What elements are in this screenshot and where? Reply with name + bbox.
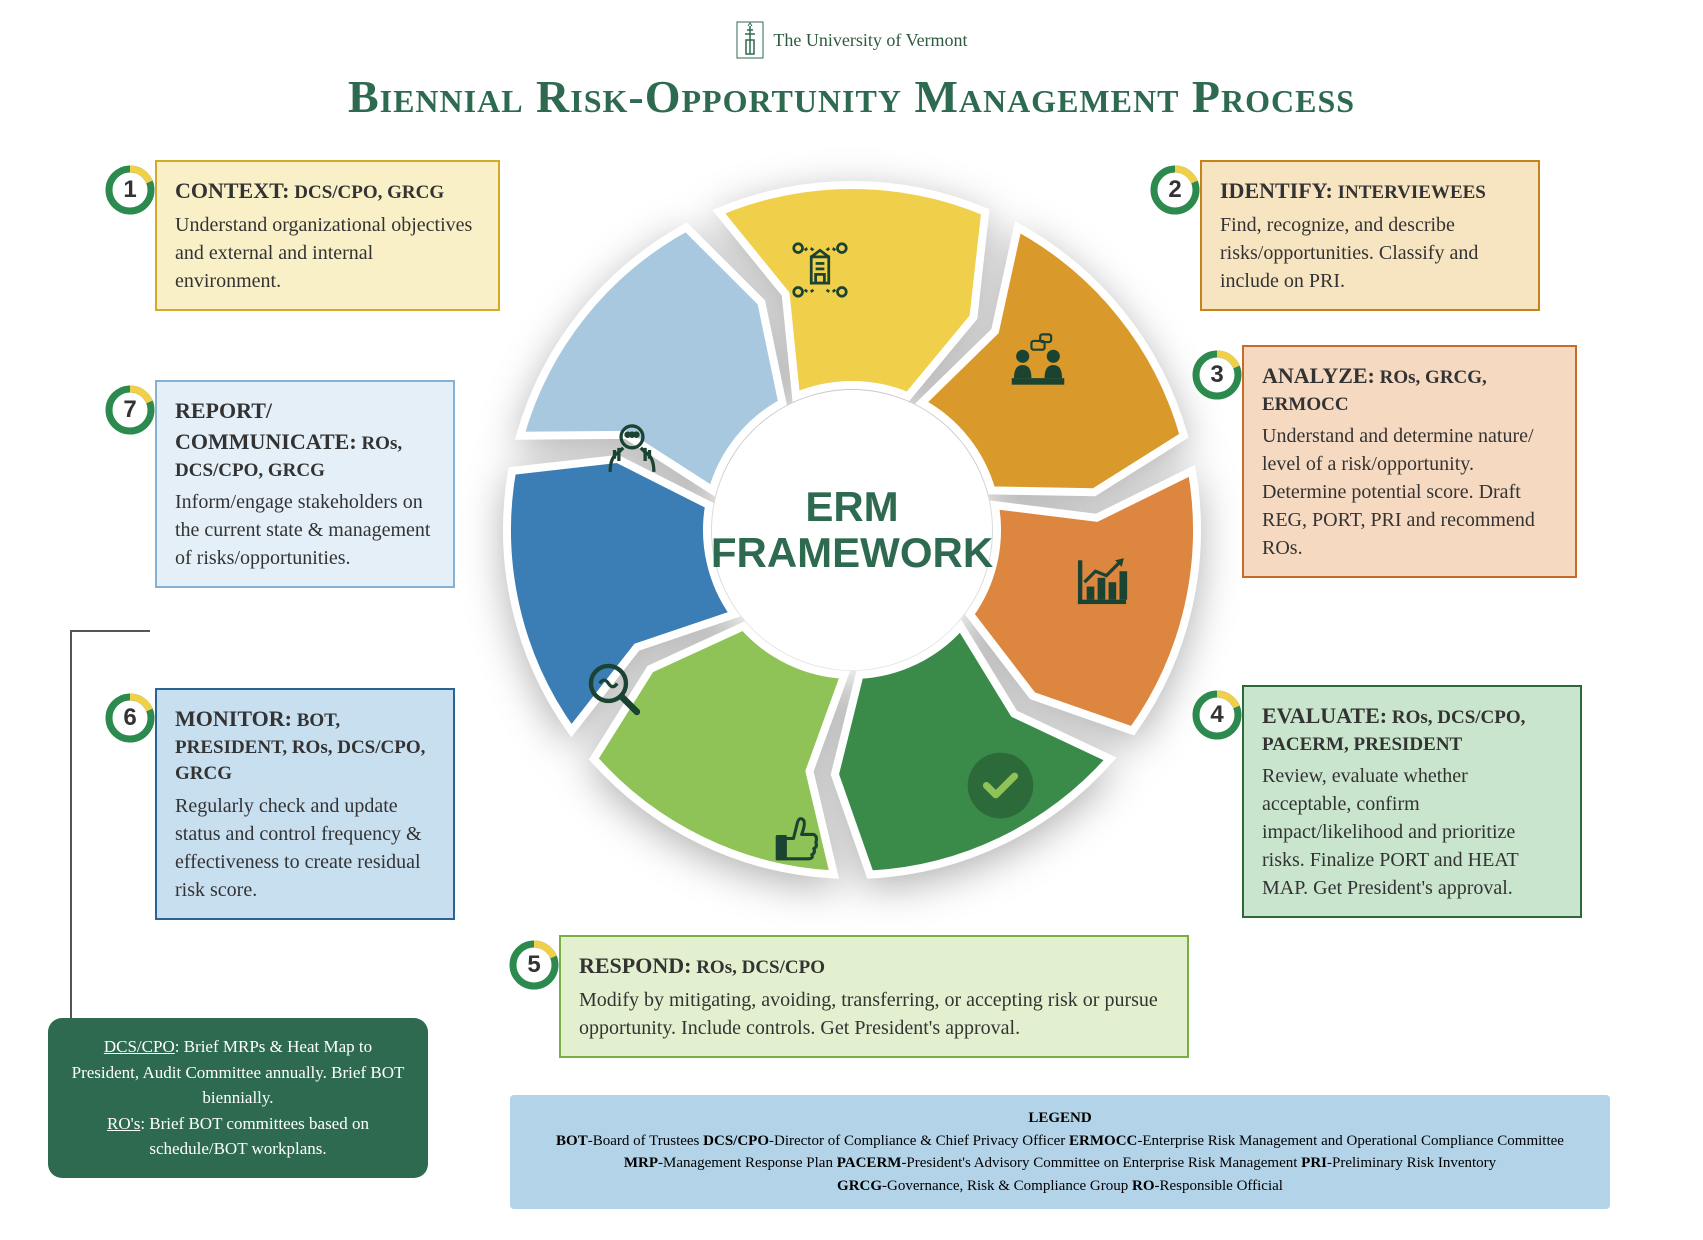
university-name: The University of Vermont [773, 30, 967, 51]
magnify-icon [575, 650, 655, 730]
box-title: RESPOND: [579, 953, 691, 978]
note-box: DCS/CPO: Brief MRPs & Heat Map to Presid… [48, 1018, 428, 1178]
box-title: MONITOR: [175, 706, 292, 731]
number-badge-3: 3 [1192, 350, 1242, 400]
box-desc: Inform/engage stakeholders on the curren… [175, 488, 435, 572]
legend-box: LEGEND BOT-Board of Trustees DCS/CPO-Dir… [510, 1095, 1610, 1209]
meeting-icon [998, 325, 1078, 405]
page-title: Biennial Risk-Opportunity Management Pro… [0, 70, 1703, 123]
info-box-3: ANALYZE: ROs, GRCG, ERMOCCUnderstand and… [1242, 345, 1577, 578]
university-logo: The University of Vermont [735, 20, 967, 60]
info-box-5: RESPOND: ROs, DCS/CPO Modify by mitigatin… [559, 935, 1189, 1058]
note-label-1: DCS/CPO [104, 1037, 175, 1056]
info-box-1: CONTEXT: DCS/CPO, GRCG Understand organiz… [155, 160, 500, 311]
center-line1: ERM [805, 483, 898, 530]
note-label-2: RO's [107, 1114, 140, 1133]
number-badge-2: 2 [1150, 165, 1200, 215]
box-title: CONTEXT: [175, 178, 290, 203]
tower-icon [735, 20, 765, 60]
box-subtitle: DCS/CPO, GRCG [290, 182, 445, 203]
info-box-4: EVALUATE: ROs, DCS/CPO, PACERM, PRESIDEN… [1242, 685, 1582, 918]
thumbs-up-icon [755, 798, 835, 878]
box-desc: Find, recognize, and describe risks/oppo… [1220, 211, 1520, 295]
note-text-2: : Brief BOT committees based on schedule… [140, 1114, 369, 1159]
box-title: REPORT/ COMMUNICATE: [175, 398, 357, 454]
box-title: IDENTIFY: [1220, 178, 1333, 203]
number-badge-5: 5 [509, 940, 559, 990]
info-box-7: REPORT/ COMMUNICATE: ROs, DCS/CPO, GRCGI… [155, 380, 455, 588]
legend-content: BOT-Board of Trustees DCS/CPO-Director o… [534, 1130, 1586, 1198]
center-circle: ERM FRAMEWORK [712, 390, 992, 670]
box-desc: Review, evaluate whether acceptable, con… [1262, 762, 1562, 902]
box-desc: Modify by mitigating, avoiding, transfer… [579, 986, 1169, 1042]
building-people-icon [780, 230, 860, 310]
number-badge-4: 4 [1192, 690, 1242, 740]
info-box-6: MONITOR: BOT, PRESIDENT, ROs, DCS/CPO, G… [155, 688, 455, 920]
connector-line [70, 630, 72, 1025]
box-title: EVALUATE: [1262, 703, 1387, 728]
box-subtitle: INTERVIEWEES [1333, 182, 1486, 203]
number-badge-7: 7 [105, 385, 155, 435]
connector-line-h [70, 630, 150, 632]
box-subtitle: ROs, DCS/CPO [691, 957, 825, 978]
check-icon [960, 745, 1040, 825]
hands-icon [592, 410, 672, 490]
info-box-2: IDENTIFY: INTERVIEWEES Find, recognize, a… [1200, 160, 1540, 311]
number-badge-1: 1 [105, 165, 155, 215]
box-desc: Understand and determine nature/ level o… [1262, 422, 1557, 562]
box-title: ANALYZE: [1262, 363, 1375, 388]
header: The University of Vermont Biennial Risk-… [0, 0, 1703, 123]
legend-title: LEGEND [534, 1107, 1586, 1130]
chart-icon [1062, 540, 1142, 620]
center-text: ERM FRAMEWORK [711, 484, 993, 576]
box-desc: Regularly check and update status and co… [175, 792, 435, 904]
center-line2: FRAMEWORK [711, 529, 993, 576]
number-badge-6: 6 [105, 693, 155, 743]
box-desc: Understand organizational objectives and… [175, 211, 480, 295]
